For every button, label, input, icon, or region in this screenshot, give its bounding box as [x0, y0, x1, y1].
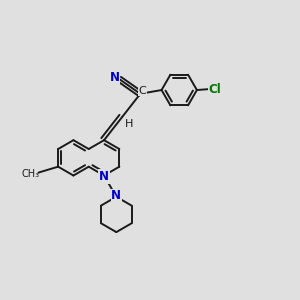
Text: N: N: [111, 189, 121, 202]
Text: C: C: [138, 86, 146, 96]
Text: N: N: [110, 71, 119, 84]
Text: N: N: [99, 170, 109, 183]
Text: H: H: [125, 119, 133, 129]
Text: Cl: Cl: [208, 82, 221, 95]
Text: CH₃: CH₃: [22, 169, 40, 178]
